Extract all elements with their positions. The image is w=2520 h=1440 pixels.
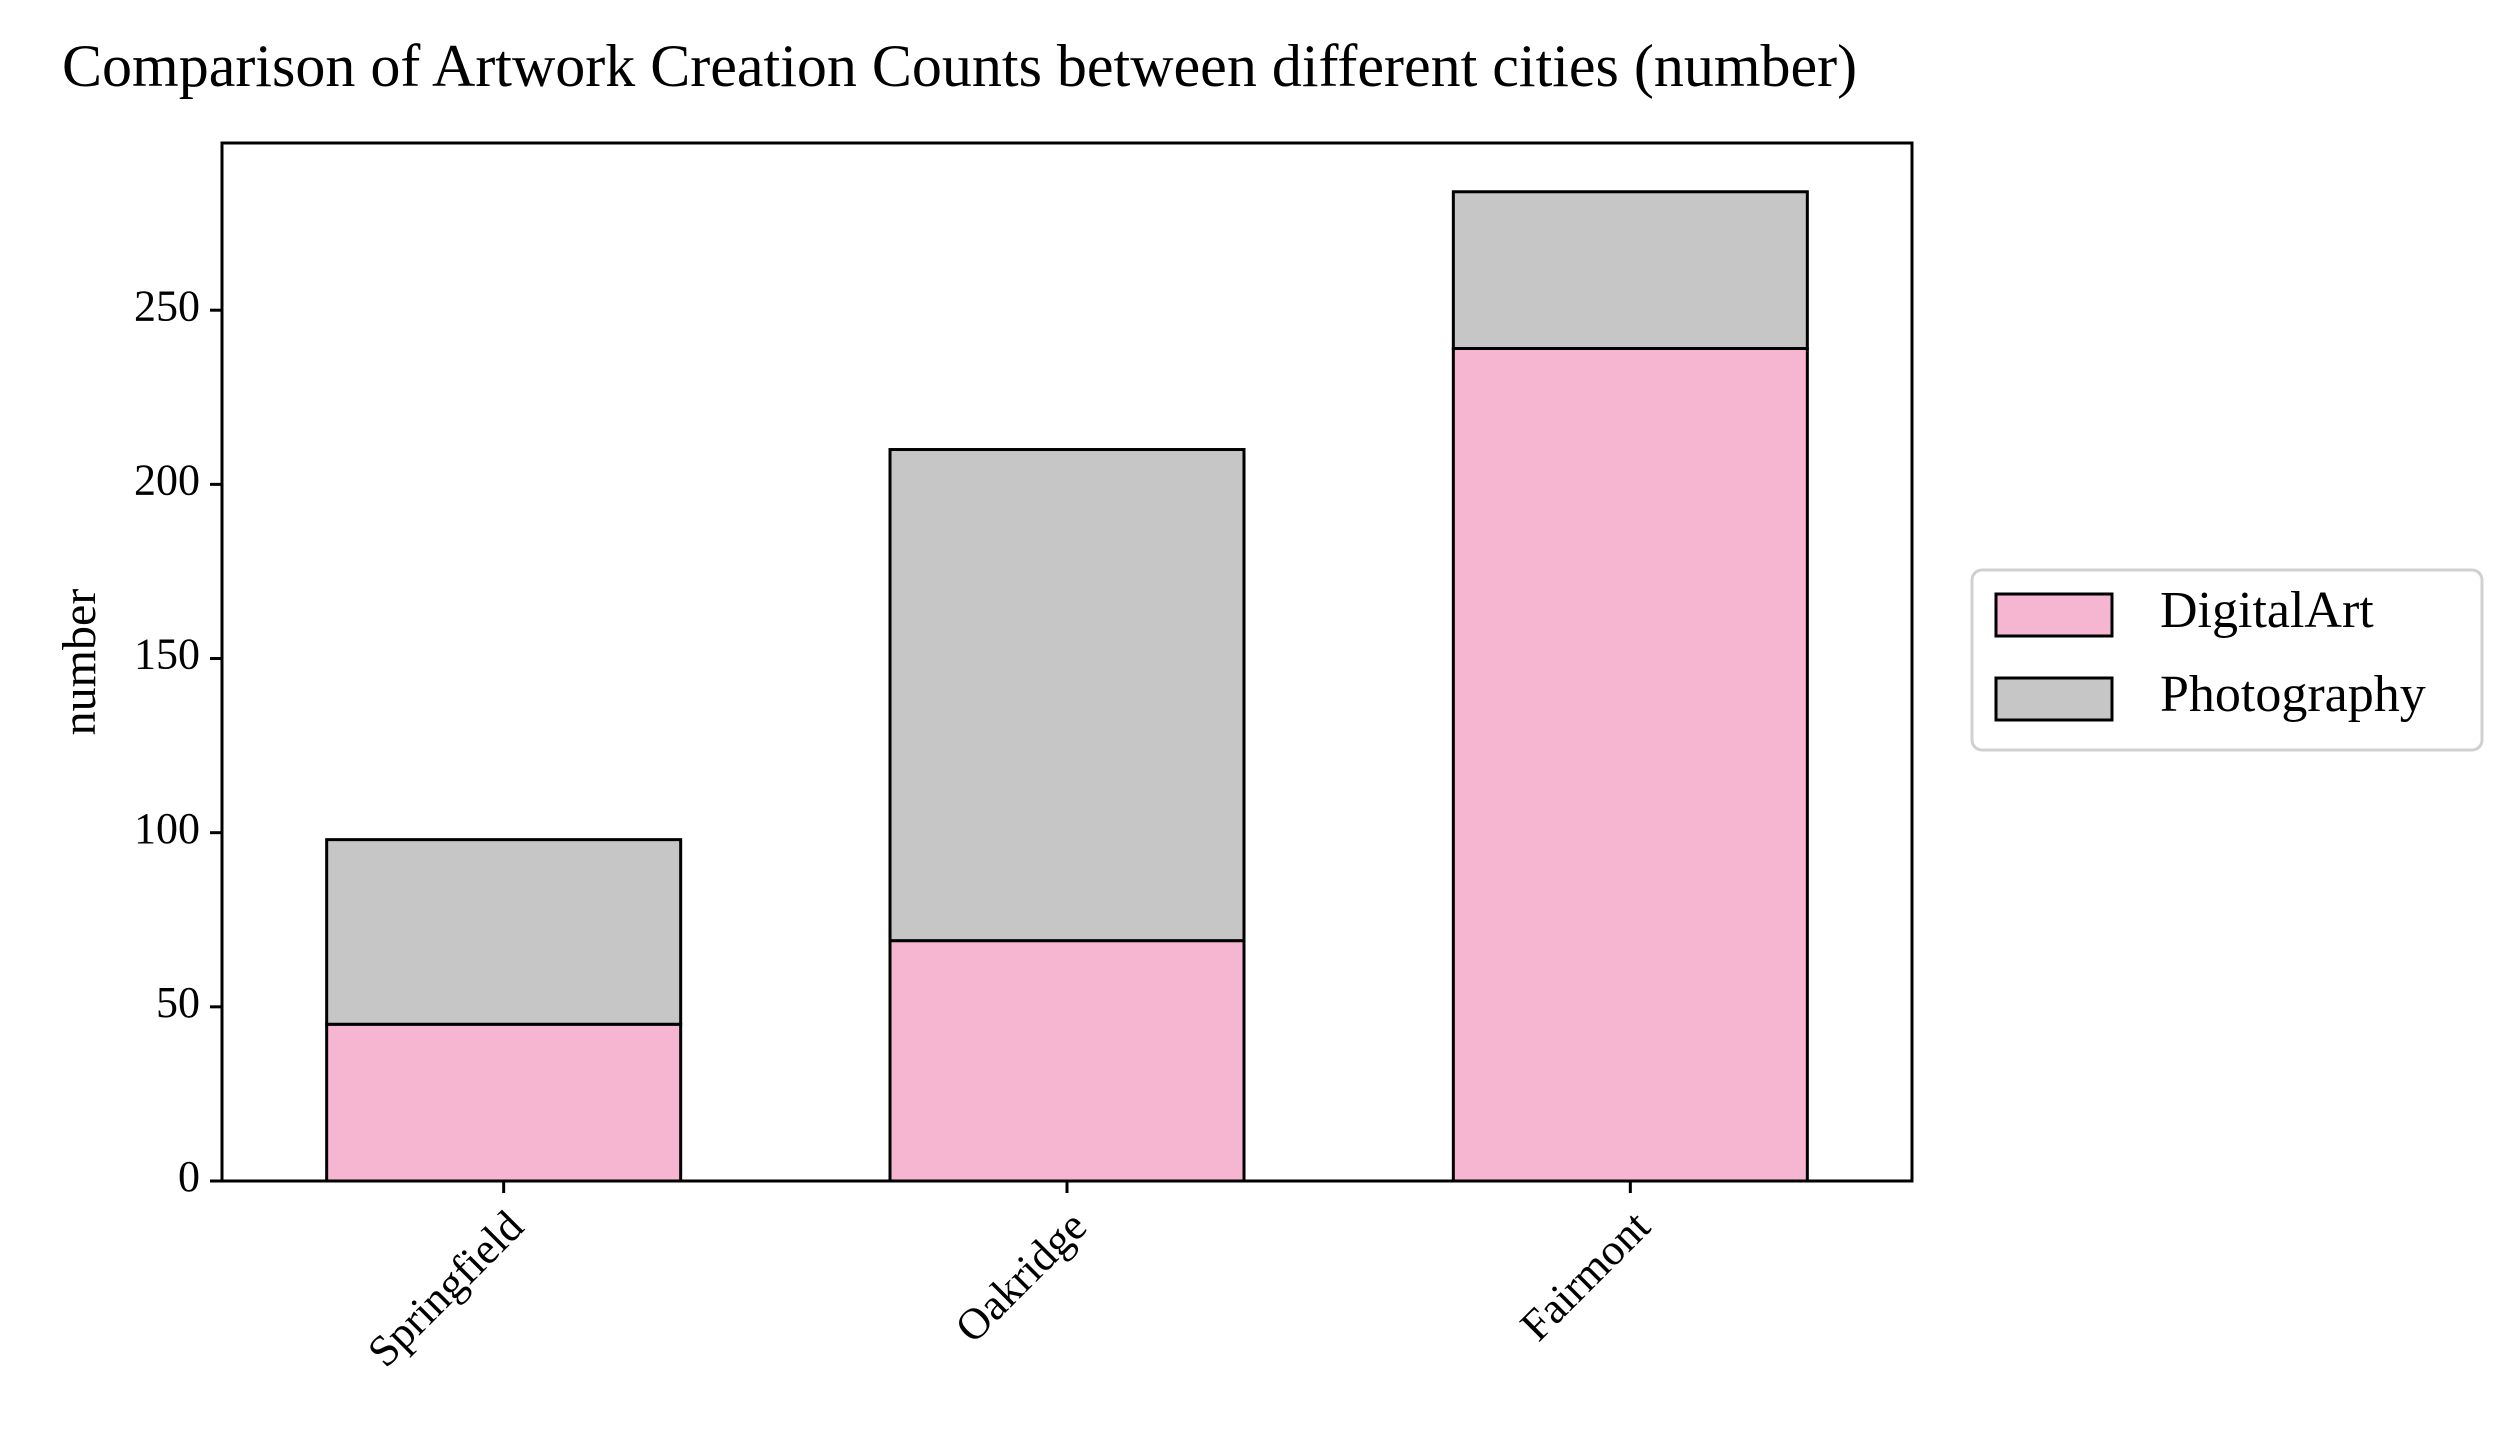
legend-label-photography: Photography	[2160, 666, 2426, 723]
bar-photography-oakridge	[888, 448, 1246, 943]
x-axis-ticks: Springfield Oakridge Fairmont	[358, 1181, 1659, 1376]
x-tick-label: Fairmont	[1511, 1201, 1660, 1350]
chart-title: Comparison of Artwork Creation Counts be…	[62, 33, 1858, 99]
y-tick-label: 200	[134, 455, 200, 504]
legend: DigitalArt Photography	[1970, 568, 2484, 752]
y-axis-label: number	[53, 589, 106, 736]
legend-swatch-digitalart	[1994, 592, 2114, 638]
y-tick-label: 50	[156, 978, 200, 1027]
bar-photography-fairmont	[1451, 190, 1809, 351]
legend-label-digitalart: DigitalArt	[2160, 582, 2374, 639]
x-tick-label: Springfield	[358, 1201, 533, 1376]
bar-photography-springfield	[325, 838, 683, 1026]
x-tick-label: Oakridge	[946, 1201, 1096, 1351]
bar-group	[325, 190, 1809, 1183]
y-tick-label: 250	[134, 281, 200, 330]
bar-digitalart-fairmont	[1451, 347, 1809, 1183]
y-axis-ticks: 0 50 100 150 200 250	[134, 281, 222, 1201]
bar-digitalart-springfield	[325, 1022, 683, 1183]
y-tick-label: 0	[178, 1152, 200, 1201]
y-tick-label: 100	[134, 804, 200, 853]
y-tick-label: 150	[134, 630, 200, 679]
bar-digitalart-oakridge	[888, 939, 1246, 1183]
legend-swatch-photography	[1994, 676, 2114, 722]
